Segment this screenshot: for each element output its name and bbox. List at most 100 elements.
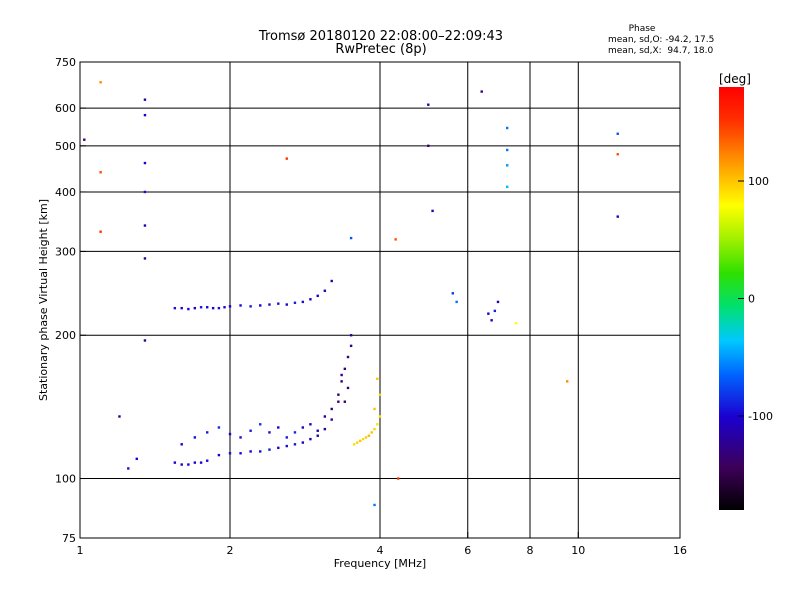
data-point	[99, 230, 102, 233]
y-tick-label: 200	[55, 329, 76, 342]
data-point	[293, 443, 297, 446]
data-point	[259, 423, 262, 426]
data-point	[285, 444, 288, 448]
data-point	[173, 306, 177, 310]
data-point	[301, 441, 305, 444]
data-point	[493, 309, 497, 313]
data-point	[330, 407, 333, 411]
y-axis-ticks: 75 100 200 300 400 500 600 750	[55, 56, 86, 545]
data-point	[228, 305, 232, 308]
colorbar-unit: [deg]	[719, 72, 751, 86]
data-point	[83, 138, 86, 141]
data-point	[565, 380, 569, 383]
data-point	[285, 303, 288, 306]
data-point	[277, 302, 280, 305]
data-point	[316, 294, 319, 298]
data-point	[205, 459, 209, 462]
data-point	[268, 303, 271, 306]
data-point	[616, 132, 619, 135]
data-point	[490, 319, 493, 322]
data-point	[427, 103, 430, 106]
data-point	[323, 427, 327, 431]
data-point	[349, 236, 353, 240]
data-point	[143, 161, 147, 165]
x-tick-label: 6	[464, 544, 471, 557]
chart-title: Tromsø 20180120 22:08:00–22:09:43	[258, 29, 503, 44]
data-point	[343, 400, 347, 403]
x-tick-label: 10	[571, 544, 585, 557]
phase-stats-heading: Phase	[629, 24, 656, 34]
data-point	[193, 436, 197, 439]
data-point	[349, 344, 353, 348]
data-point	[337, 393, 340, 396]
grid	[80, 62, 680, 538]
data-point	[340, 373, 343, 377]
data-point	[249, 450, 252, 453]
data-point	[268, 431, 271, 434]
data-point	[367, 434, 371, 437]
data-point	[370, 431, 373, 434]
y-tick-label: 300	[55, 245, 76, 258]
data-point	[340, 380, 343, 383]
data-point	[127, 467, 130, 470]
data-point	[505, 148, 509, 152]
data-point	[616, 215, 619, 218]
data-point	[316, 429, 319, 432]
x-axis-ticks: 1 2 4 6 8 10 16	[77, 532, 687, 557]
data-point	[309, 437, 312, 441]
data-point	[180, 463, 183, 466]
colorbar-tick-label: 0	[748, 293, 755, 306]
data-point	[211, 306, 215, 310]
chart-subtitle: RwPretec (8p)	[335, 42, 426, 57]
data-point	[285, 157, 288, 160]
data-point	[378, 393, 382, 396]
data-point	[259, 450, 262, 453]
data-point	[358, 439, 362, 443]
data-point	[514, 321, 518, 325]
colorbar: [deg] 100 0 -100	[719, 72, 773, 510]
data-point	[505, 164, 509, 167]
data-point	[487, 312, 490, 315]
colorbar-tick-label: -100	[748, 410, 773, 423]
data-point	[173, 461, 177, 464]
data-point	[343, 367, 347, 371]
data-point	[480, 90, 483, 93]
data-point	[373, 407, 376, 411]
x-tick-label: 4	[377, 544, 384, 557]
data-point	[323, 415, 327, 418]
data-point	[143, 257, 147, 260]
data-point	[135, 457, 138, 461]
data-point	[373, 427, 376, 431]
data-point	[193, 306, 197, 310]
data-point	[293, 301, 297, 304]
data-point	[223, 306, 226, 309]
data-point	[396, 477, 400, 480]
data-point	[187, 307, 190, 311]
data-point	[228, 452, 232, 455]
data-point	[616, 153, 619, 156]
colorbar-ticks: 100 0 -100	[738, 175, 773, 423]
data-point	[193, 461, 197, 464]
data-point	[330, 279, 333, 283]
data-point	[505, 185, 509, 189]
data-point	[217, 426, 221, 429]
data-point	[293, 431, 297, 434]
data-point	[217, 453, 221, 457]
data-point	[277, 426, 280, 429]
data-point	[205, 431, 209, 434]
data-point	[361, 437, 365, 441]
x-tick-label: 1	[77, 544, 84, 557]
data-point	[205, 306, 209, 309]
data-point	[431, 209, 434, 213]
data-point	[323, 289, 327, 292]
data-point	[309, 298, 312, 301]
data-point	[355, 441, 359, 444]
y-tick-label: 600	[55, 102, 76, 115]
y-tick-label: 750	[55, 56, 76, 69]
x-tick-label: 16	[673, 544, 687, 557]
data-point	[99, 81, 102, 84]
data-point	[239, 436, 242, 439]
data-point	[180, 306, 183, 310]
data-point	[349, 334, 353, 337]
